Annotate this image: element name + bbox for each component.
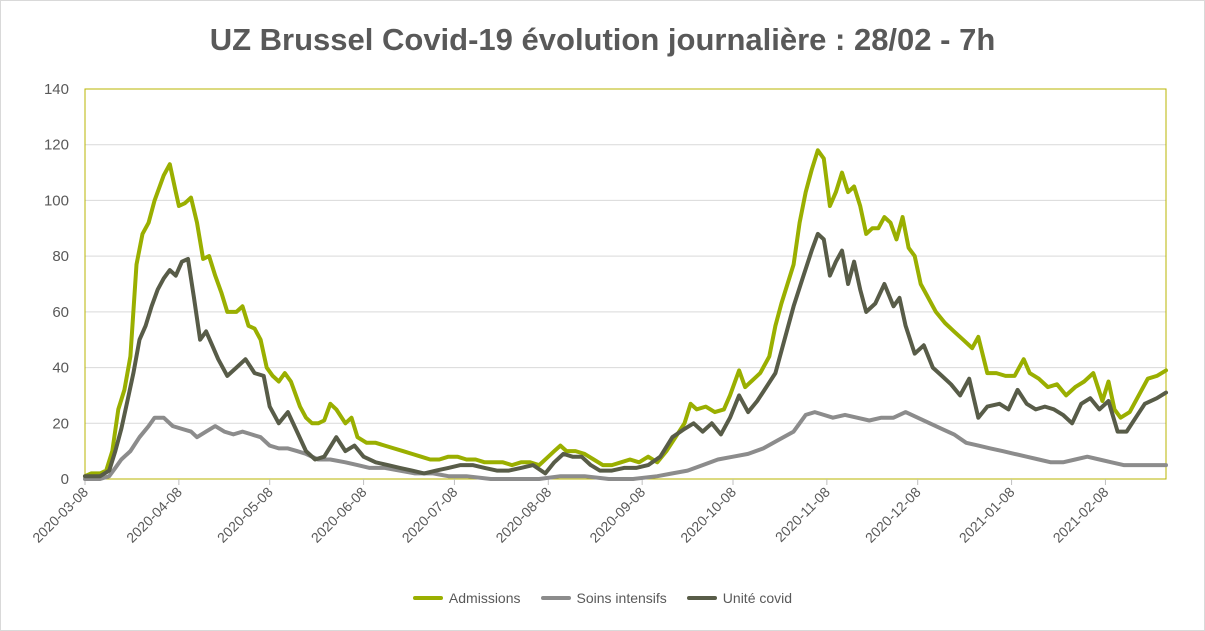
series-lines [83,148,1168,481]
legend-item: Admissions [412,590,521,606]
legend-label: Admissions [448,590,521,606]
y-tick-label: 20 [52,415,69,432]
gridlines [85,88,1166,480]
x-axis-ticks: 2020-03-08 2020-04-08 2020-05-08 2020-06-08… [29,479,1112,546]
x-tick-label: 2020-03-08 [29,484,91,546]
y-tick-label: 40 [52,360,69,377]
legend-item: Unité covid [686,590,793,606]
x-tick-label: 2020-11-08 [772,484,833,545]
x-tick-label: 2020-12-08 [862,484,924,546]
series-line-2 [83,231,1168,479]
y-tick-label: 80 [52,248,69,265]
y-tick-label: 60 [52,304,69,321]
y-tick-label: 0 [61,471,69,488]
x-tick-label: 2020-08-08 [492,484,554,546]
series-line-0 [83,148,1168,479]
legend-swatch [412,596,443,600]
legend-label: Soins intensifs [576,590,667,606]
legend: Admissions Soins intensifs Unité covid [0,590,1205,606]
x-tick-label: 2020-04-08 [123,484,185,546]
x-tick-label: 2021-02-08 [1050,484,1112,546]
chart-title: UZ Brussel Covid-19 évolution journalièr… [209,22,996,57]
y-tick-label: 120 [44,137,69,154]
legend-swatch [540,596,571,600]
legend-item: Soins intensifs [540,590,667,606]
x-tick-label: 2020-10-08 [677,484,739,546]
x-tick-label: 2021-01-08 [956,484,1018,546]
y-tick-label: 140 [44,81,69,98]
x-tick-label: 2020-07-08 [399,484,461,546]
legend-swatch [686,596,717,600]
legend-label: Unité covid [722,590,793,606]
x-tick-label: 2020-09-08 [586,484,648,546]
x-tick-label: 2020-05-08 [214,484,276,546]
y-axis-ticks: 0 20 40 60 80 100 120 140 [44,81,69,488]
series-line-1 [83,410,1168,481]
plot-area-border [84,88,1167,480]
y-tick-label: 100 [44,192,69,209]
x-tick-label: 2020-06-08 [308,484,370,546]
